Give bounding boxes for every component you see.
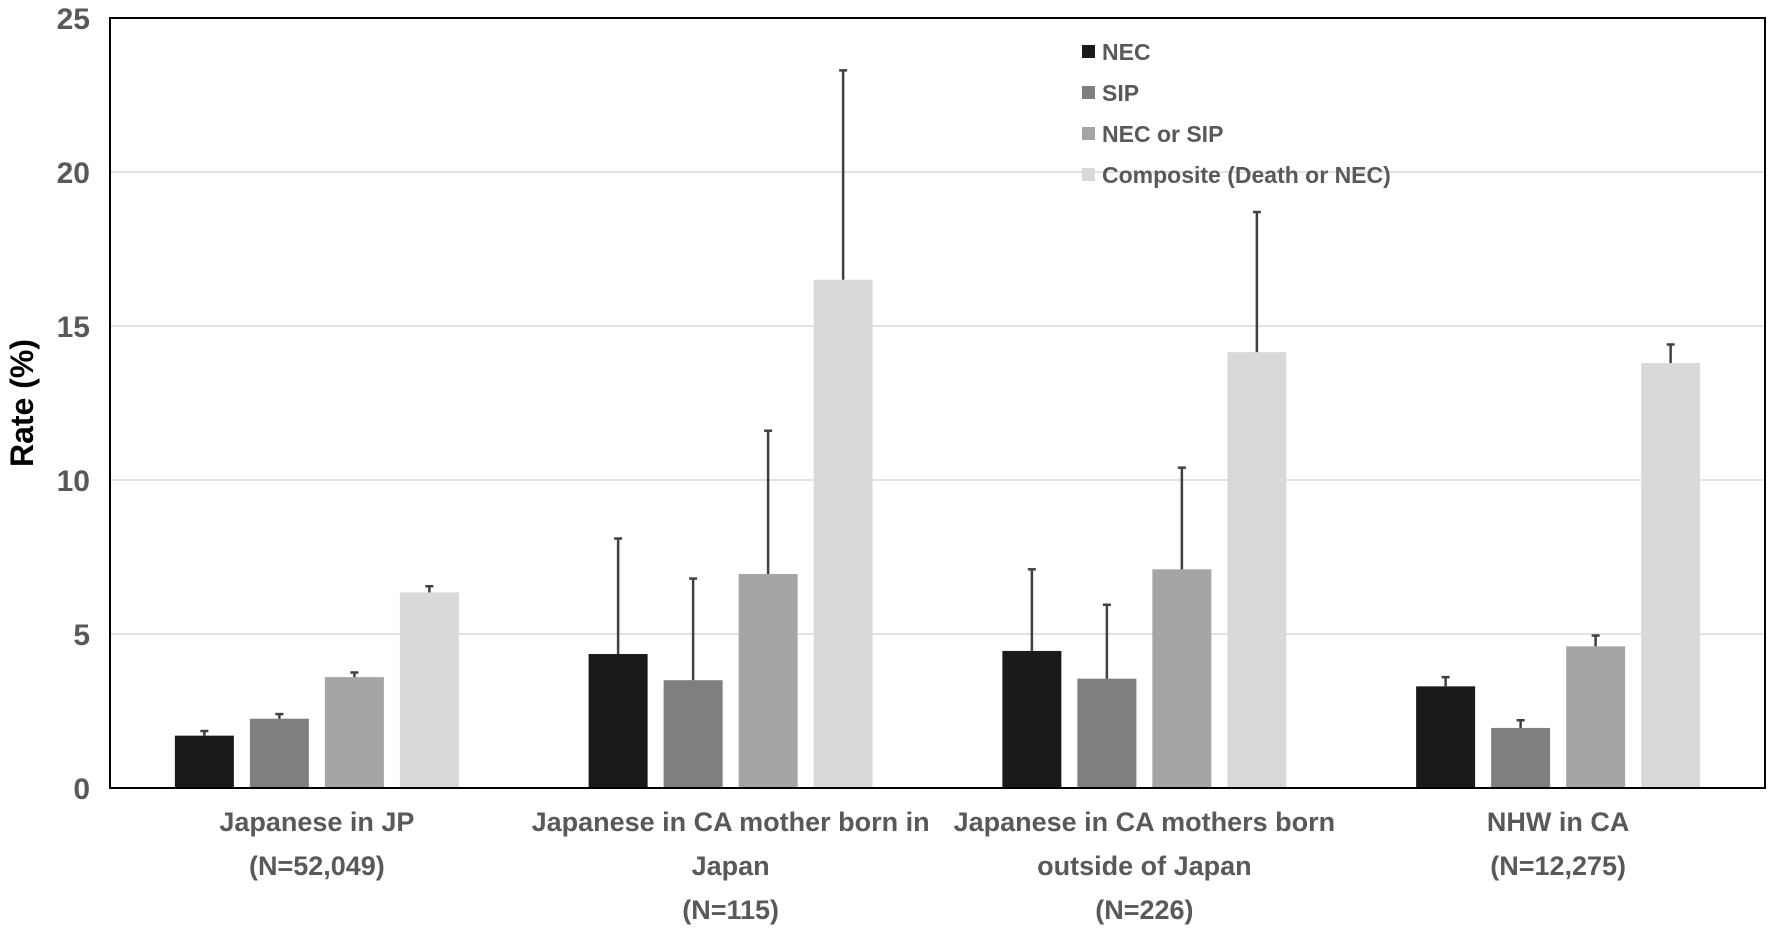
bar-nec — [588, 654, 648, 788]
legend-swatch — [1082, 127, 1095, 140]
legend-label: Composite (Death or NEC) — [1102, 162, 1391, 188]
error-bars — [200, 69, 1675, 736]
bars — [174, 279, 1701, 788]
category-label: (N=115) — [682, 895, 779, 925]
y-axis-ticks: 0 5 10 15 20 25 — [57, 3, 90, 806]
bar-composite-death-or-nec — [1227, 352, 1287, 788]
x-axis-categories: Japanese in JP (N=52,049) Japanese in CA m… — [219, 807, 1629, 925]
bar-nec — [1002, 650, 1062, 788]
y-tick-label: 15 — [57, 311, 90, 344]
category-label: (N=12,275) — [1490, 851, 1626, 881]
legend-label: SIP — [1102, 80, 1139, 106]
category-label: Japanese in CA mothers born — [954, 807, 1336, 837]
y-tick-label: 0 — [73, 773, 90, 806]
legend-swatch — [1082, 168, 1095, 181]
y-tick-label: 5 — [73, 619, 90, 652]
y-axis-label: Rate (%) — [4, 339, 40, 467]
category-label: Japanese in JP — [219, 807, 414, 837]
legend-label: NEC or SIP — [1102, 121, 1223, 147]
bar-sip — [1491, 727, 1551, 788]
category-label: NHW in CA — [1487, 807, 1629, 837]
bar-nec-or-sip — [1152, 569, 1212, 788]
category-label: Japanese in CA mother born in — [532, 807, 930, 837]
bar-sip — [663, 680, 723, 788]
bar-composite-death-or-nec — [399, 592, 459, 788]
legend: NEC SIP NEC or SIP Composite (Death or NEC) — [1082, 39, 1391, 188]
category-label: outside of Japan — [1037, 851, 1252, 881]
y-tick-label: 25 — [57, 3, 90, 36]
bar-sip — [249, 718, 309, 788]
bar-nec-or-sip — [738, 573, 798, 788]
legend-swatch — [1082, 86, 1095, 99]
bar-nec-or-sip — [324, 677, 384, 788]
legend-swatch — [1082, 45, 1095, 58]
category-label: (N=52,049) — [249, 851, 385, 881]
legend-label: NEC — [1102, 39, 1151, 65]
category-label: (N=226) — [1095, 895, 1193, 925]
bar-nec — [174, 735, 234, 788]
y-tick-label: 10 — [57, 465, 90, 498]
bar-composite-death-or-nec — [813, 279, 873, 788]
bar-sip — [1077, 678, 1137, 788]
gridlines — [110, 171, 1765, 635]
y-tick-label: 20 — [57, 157, 90, 190]
category-label: Japan — [692, 851, 770, 881]
bar-composite-death-or-nec — [1641, 362, 1701, 788]
plot-frame — [109, 17, 1766, 789]
bar-nec-or-sip — [1566, 646, 1626, 788]
bar-nec — [1416, 686, 1476, 788]
